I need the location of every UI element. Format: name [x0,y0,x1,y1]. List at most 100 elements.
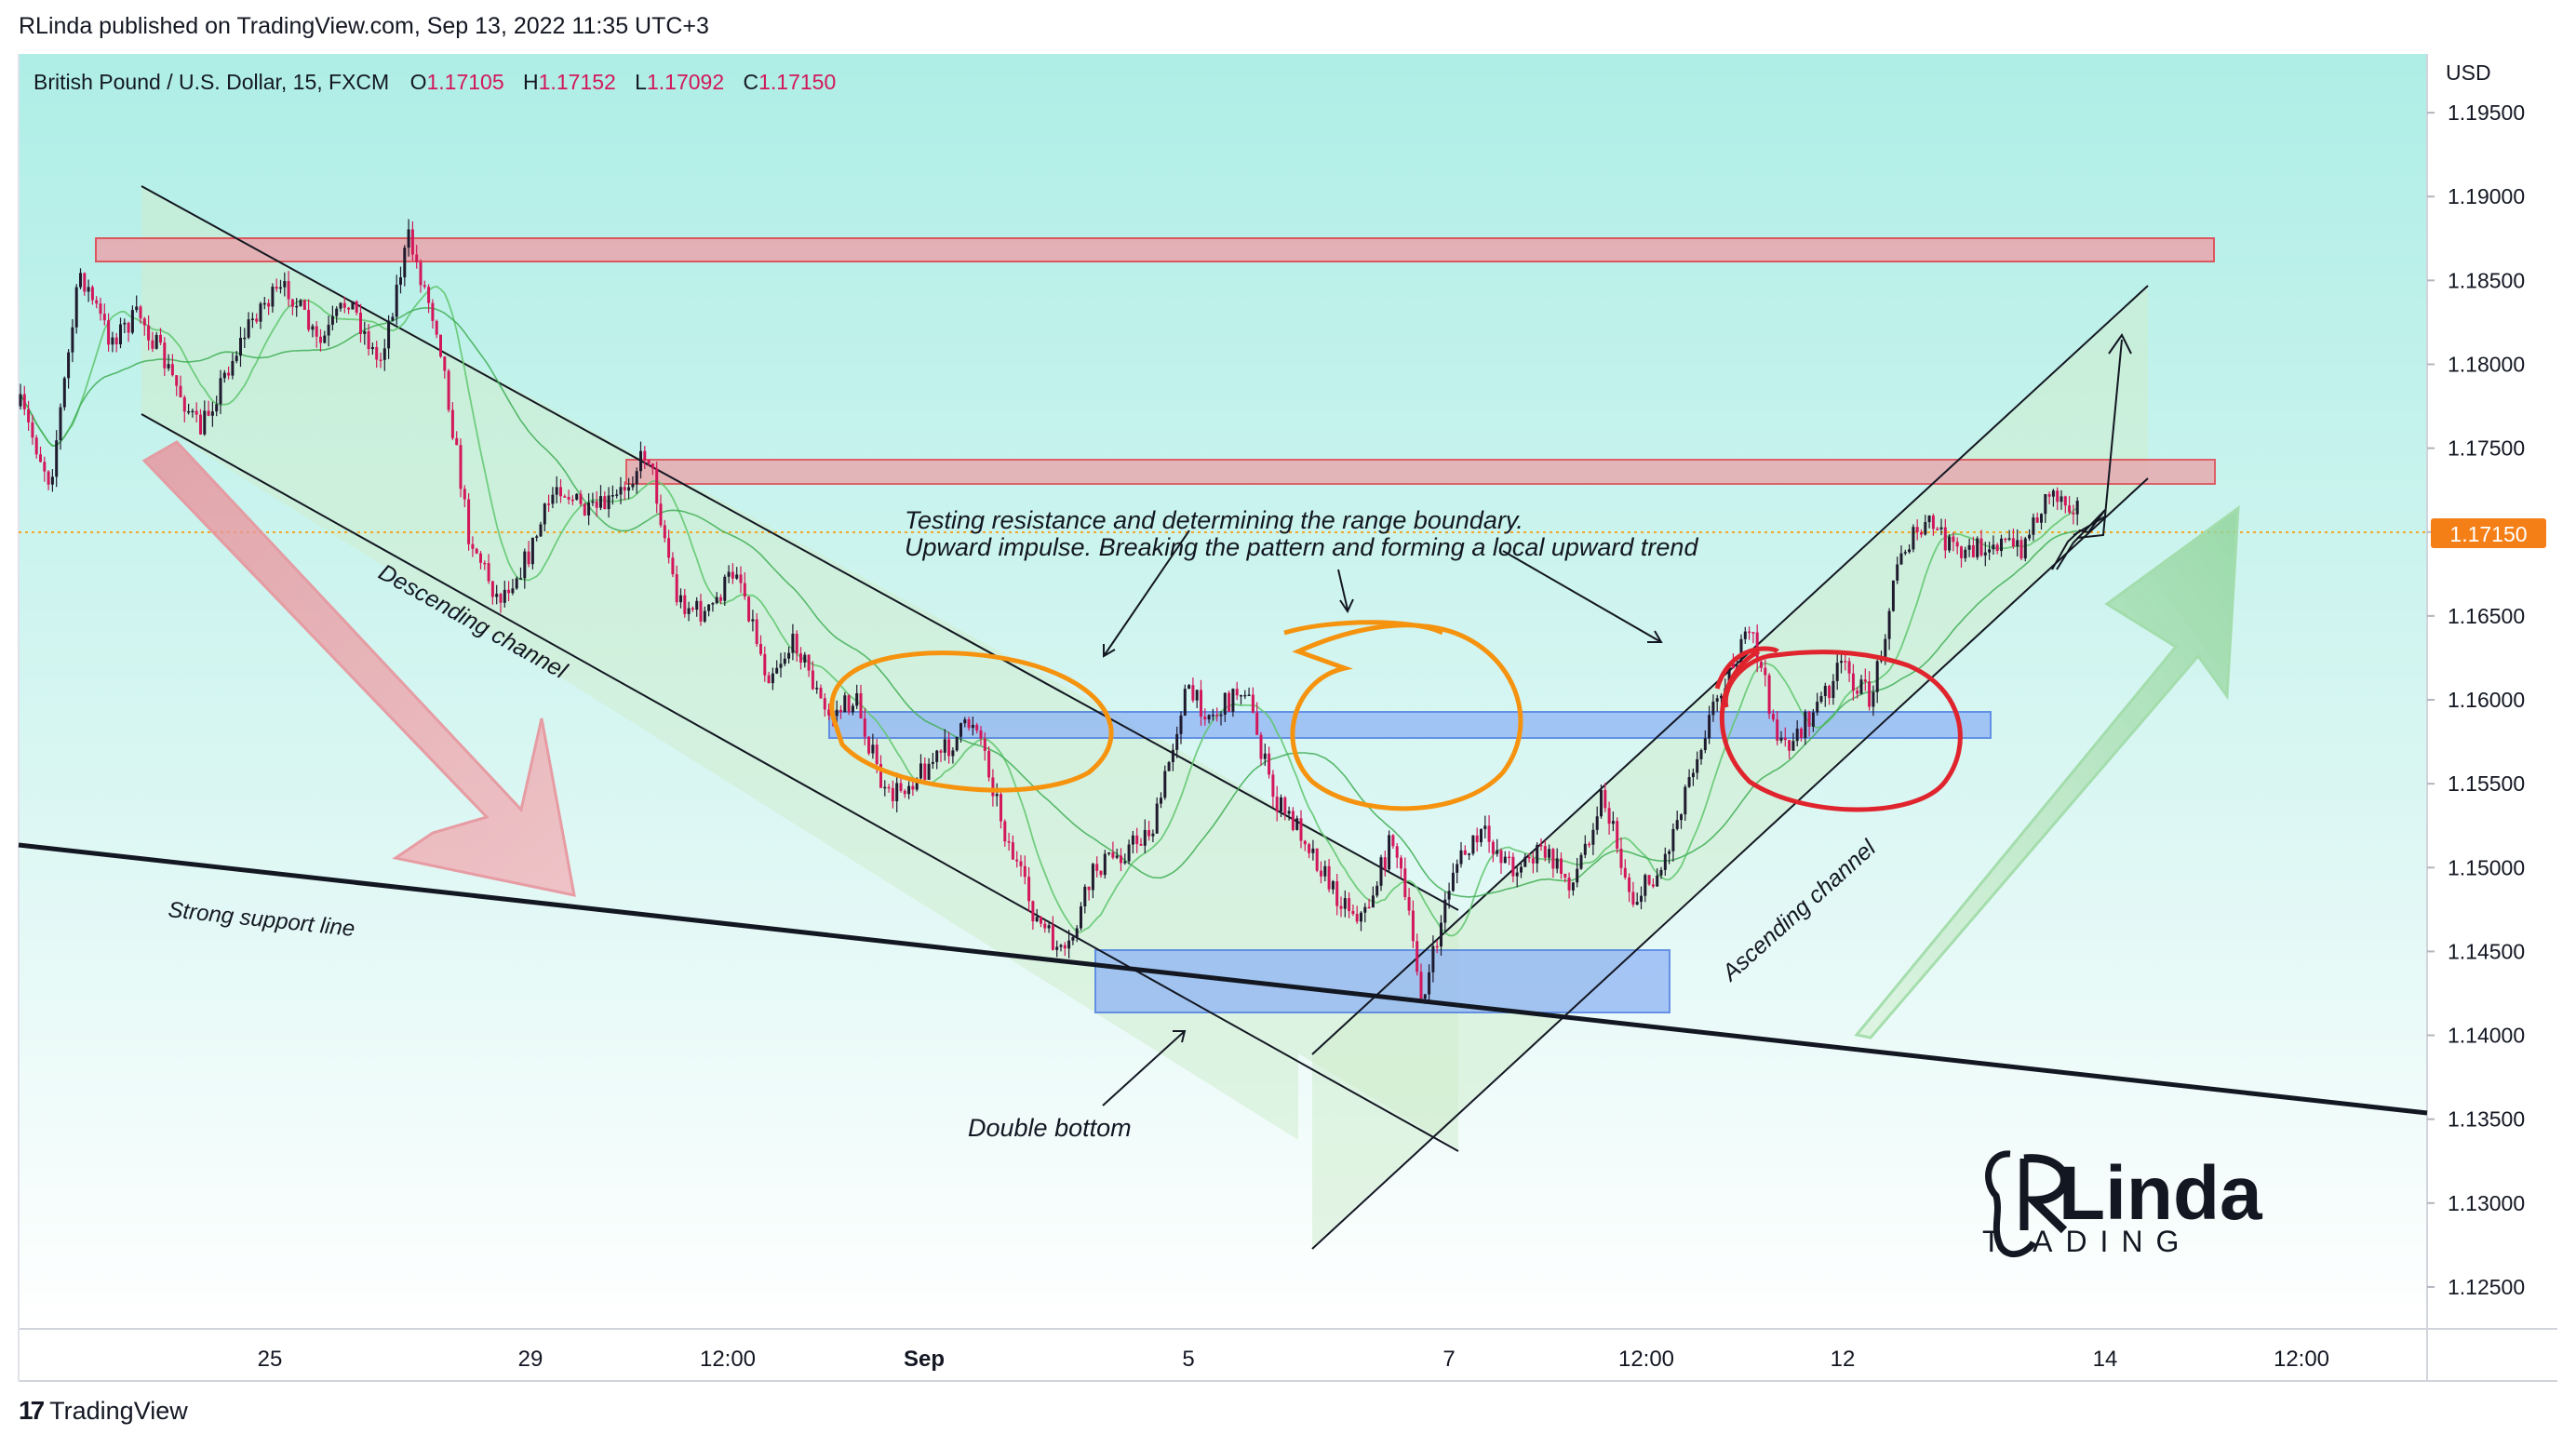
candle-body [1259,734,1263,759]
candle-body [279,287,282,289]
candle-body [1471,835,1475,854]
candle-body [1619,848,1623,868]
pointer-arrow-left-head [1103,644,1116,658]
candle-body [1303,840,1307,845]
candle-body [1059,945,1063,947]
candle-body [619,487,623,495]
time-axis[interactable]: 25 29 12:00 Sep 5 7 12:00 12 14 12:00 [258,1347,2329,1372]
y-tick-label: 1.14500 [2448,939,2525,963]
candle-body [1143,829,1147,846]
candle-body [703,610,706,622]
candle-body [2056,490,2059,503]
candle-body [1308,844,1311,853]
candle-body [311,326,315,330]
candle-body [530,537,534,565]
candle-body [62,378,66,408]
candle-body [783,658,786,664]
candle-body [959,723,962,737]
y-tick-label: 1.12500 [2448,1275,2525,1299]
candle-body [1151,833,1155,837]
candle-body [283,281,287,288]
tradingview-footer[interactable]: 17 TradingView [19,1396,188,1426]
candle-body [647,460,651,464]
candle-body [983,738,986,751]
blue-zone-upper[interactable] [828,711,1992,739]
candle-body [431,302,435,321]
candle-body [1527,856,1531,859]
candle-body [395,284,398,317]
candle-body [271,287,275,307]
candle-body [2035,517,2039,523]
candle-body [1800,728,1803,738]
descending-channel-lower-line[interactable] [141,413,1459,1152]
candle-body [1335,880,1339,906]
logo-sub-text: T ADING [1982,1225,2192,1258]
candle-body [170,364,174,376]
candle-body [891,787,894,802]
candle-body [319,336,322,343]
candle-body [1323,865,1327,877]
candle-body [1131,835,1134,845]
candle-body [1228,692,1231,712]
candle-body [603,496,607,510]
candle-body [427,287,431,303]
candle-body [130,310,134,333]
candle-body [83,273,87,292]
candle-body [167,364,170,369]
candle-body [815,688,819,690]
candle-body [1011,842,1014,860]
candle-body [1287,811,1291,814]
current-price-badge [2431,518,2546,548]
candle-body [795,633,798,654]
price-axis[interactable]: 1.195001.190001.185001.180001.175001.170… [2427,101,2525,1299]
candle-body [583,503,586,516]
candle-body [951,750,955,757]
ascending-channel-lower-line[interactable] [1311,477,2149,1250]
red-ellipse-tail [1714,646,1779,690]
candle-body [114,337,118,344]
candle-body [1644,875,1647,896]
candle-body [50,476,54,485]
candle-body [543,503,546,525]
annotation-testing-line2: Upward impulse. Breaking the pattern and… [905,533,1698,561]
y-tick-label: 1.15500 [2448,771,2525,796]
candle-body [87,287,90,292]
candle-body [1095,864,1099,871]
blue-zone-lower[interactable] [1094,949,1670,1013]
candle-body [231,360,235,376]
candle-body [463,489,466,500]
candle-body [791,633,795,653]
candle-body [139,306,142,319]
candle-body [551,494,555,504]
candle-body [1908,549,1912,553]
candle-body [1576,868,1579,883]
candle-body [1691,772,1695,778]
candle-body [323,335,327,343]
candle-body [2028,534,2032,539]
candle-body [1804,711,1807,738]
candle-body [1647,875,1651,885]
resistance-zone-middle[interactable] [625,459,2216,485]
candle-body [1635,902,1639,905]
candle-body [763,653,767,676]
candle-body [287,281,290,300]
candle-body [679,595,682,603]
support-line[interactable] [18,842,2428,1116]
candle-body [339,302,342,309]
candle-body [1219,714,1223,717]
candle-body [1299,818,1303,841]
candle-body [943,739,946,753]
candle-body [95,300,99,304]
candle-body [1496,850,1499,854]
candle-body [1696,758,1699,773]
candle-body [627,487,631,491]
candle-body [855,692,859,706]
candle-body [987,750,991,778]
y-tick-label: 1.15000 [2448,855,2525,879]
candle-body [2059,496,2063,503]
candle-body [2011,538,2015,547]
candle-body [1423,994,1427,999]
candle-body [247,319,250,338]
resistance-zone-upper[interactable] [95,237,2215,262]
